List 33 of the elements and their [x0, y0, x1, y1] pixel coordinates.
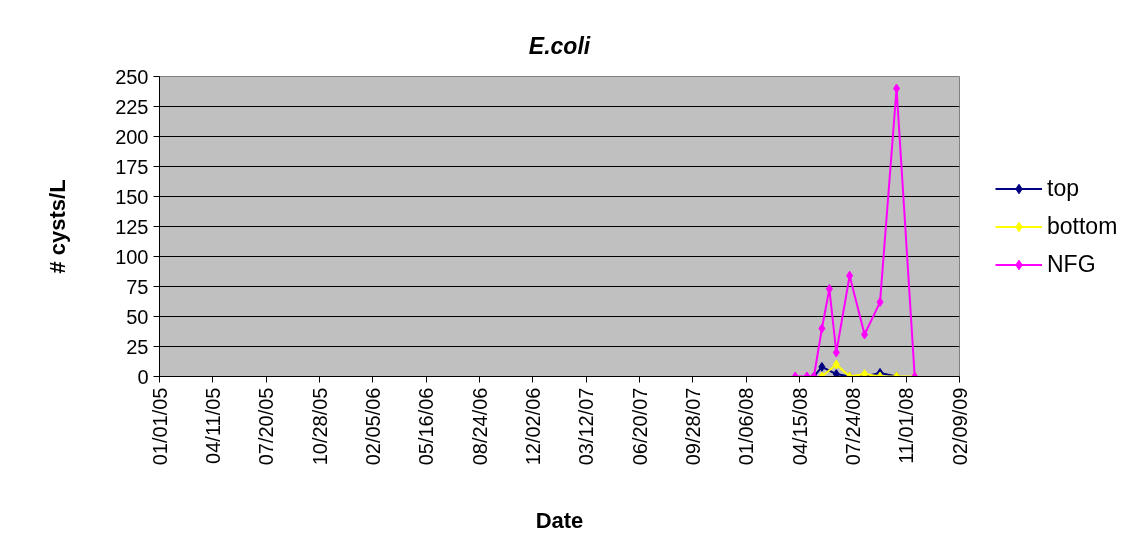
y-tick-label: 175	[115, 155, 149, 178]
x-tick-label: 01/06/08	[735, 387, 758, 466]
x-tick-label: 05/16/06	[415, 387, 438, 466]
y-tick-label: 25	[126, 335, 149, 358]
y-tick-label: 225	[115, 95, 149, 118]
y-tick-label: 75	[126, 275, 149, 298]
x-tick-label: 08/24/06	[468, 387, 491, 466]
x-tick-label: 03/12/07	[575, 387, 598, 466]
x-tick-label: 04/15/08	[788, 387, 811, 466]
legend-label: bottom	[1047, 212, 1118, 240]
x-tick-label: 06/20/07	[628, 387, 651, 466]
x-tick-label: 12/02/06	[521, 387, 544, 466]
x-tick-label: 10/28/05	[308, 387, 331, 466]
y-tick-label: 200	[115, 125, 149, 148]
x-tick-label: 11/01/08	[895, 387, 918, 464]
x-tick-label: 09/28/07	[681, 387, 704, 466]
y-tick-label: 100	[115, 245, 149, 268]
y-tick-label: 150	[115, 185, 149, 208]
y-tick-label: 125	[115, 215, 149, 238]
x-axis-title: Date	[535, 508, 584, 534]
x-tick-label: 07/20/05	[255, 387, 278, 466]
x-tick-label: 02/09/09	[948, 387, 971, 466]
y-tick-label: 250	[115, 65, 149, 88]
chart-title: E.coli	[528, 32, 591, 59]
x-tick-label: 01/01/05	[148, 387, 171, 466]
y-axis-title: # cysts/L	[45, 179, 71, 274]
x-tick-label: 04/11/05	[201, 387, 224, 464]
y-tick-label: 0	[137, 365, 149, 388]
x-tick-label: 02/05/06	[361, 387, 384, 466]
legend-label: top	[1047, 174, 1079, 202]
legend-label: NFG	[1047, 250, 1096, 278]
x-tick-label: 07/24/08	[841, 387, 864, 466]
y-tick-label: 50	[126, 305, 149, 328]
